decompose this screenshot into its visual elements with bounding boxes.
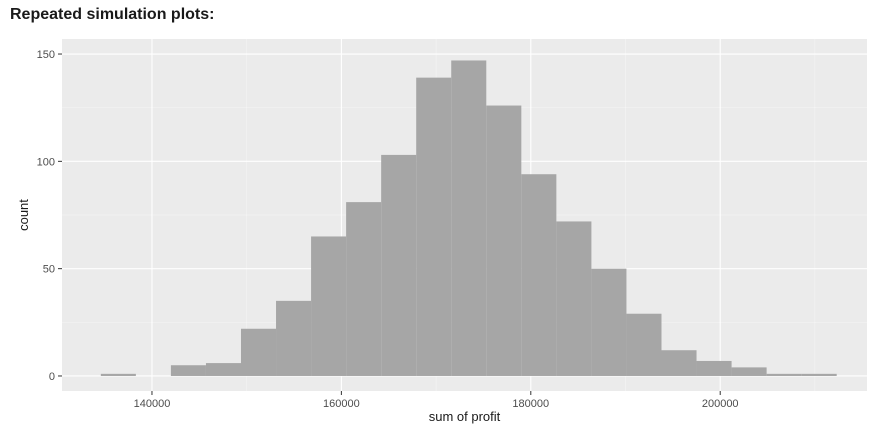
histogram-bar bbox=[170, 365, 206, 376]
x-tick-label: 200000 bbox=[702, 398, 739, 410]
x-tick-label: 160000 bbox=[323, 398, 360, 410]
histogram-bar bbox=[766, 373, 802, 376]
histogram-bar bbox=[451, 60, 487, 376]
y-axis-title: count bbox=[16, 199, 31, 231]
y-tick-label: 150 bbox=[37, 49, 55, 61]
histogram-bar bbox=[661, 350, 697, 376]
histogram-bar bbox=[240, 328, 277, 376]
histogram-bar bbox=[416, 77, 452, 376]
histogram-bar bbox=[205, 363, 241, 376]
histogram-bar bbox=[311, 236, 347, 376]
section-heading: Repeated simulation plots: bbox=[10, 6, 215, 23]
y-tick-label: 50 bbox=[43, 264, 55, 276]
histogram-bar bbox=[521, 174, 557, 376]
histogram-bar bbox=[801, 373, 837, 376]
x-axis-title: sum of profit bbox=[429, 409, 501, 424]
histogram-bar bbox=[731, 367, 767, 376]
histogram-bar bbox=[591, 268, 627, 376]
histogram-bar bbox=[486, 105, 522, 376]
histogram-bar bbox=[100, 373, 136, 376]
histogram-bar bbox=[556, 221, 592, 376]
y-tick-label: 0 bbox=[49, 371, 55, 383]
y-tick-label: 100 bbox=[37, 156, 55, 168]
histogram-bar bbox=[626, 313, 662, 376]
histogram-bar bbox=[696, 360, 732, 376]
x-tick-label: 180000 bbox=[512, 398, 549, 410]
histogram-bar bbox=[276, 300, 312, 376]
histogram-bar bbox=[381, 154, 417, 376]
histogram-bar bbox=[346, 202, 382, 376]
x-tick-label: 140000 bbox=[134, 398, 171, 410]
